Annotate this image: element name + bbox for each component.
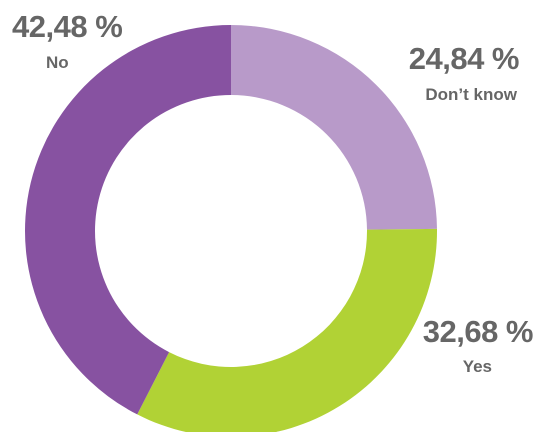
- donut-slice-don-t-know: [231, 25, 437, 230]
- donut-slices: [25, 25, 437, 432]
- slice-label-no-category: No: [46, 53, 69, 72]
- slice-label-dont-know-percent: 24,84 %: [408, 41, 520, 76]
- slice-label-dont-know-category: Don’t know: [425, 85, 517, 104]
- slice-label-no-percent: 42,48 %: [12, 9, 123, 44]
- slice-label-yes-category: Yes: [462, 357, 492, 376]
- slice-label-yes-percent: 32,68 %: [422, 314, 534, 349]
- donut-slice-yes: [137, 228, 437, 432]
- donut-slice-no: [25, 25, 231, 415]
